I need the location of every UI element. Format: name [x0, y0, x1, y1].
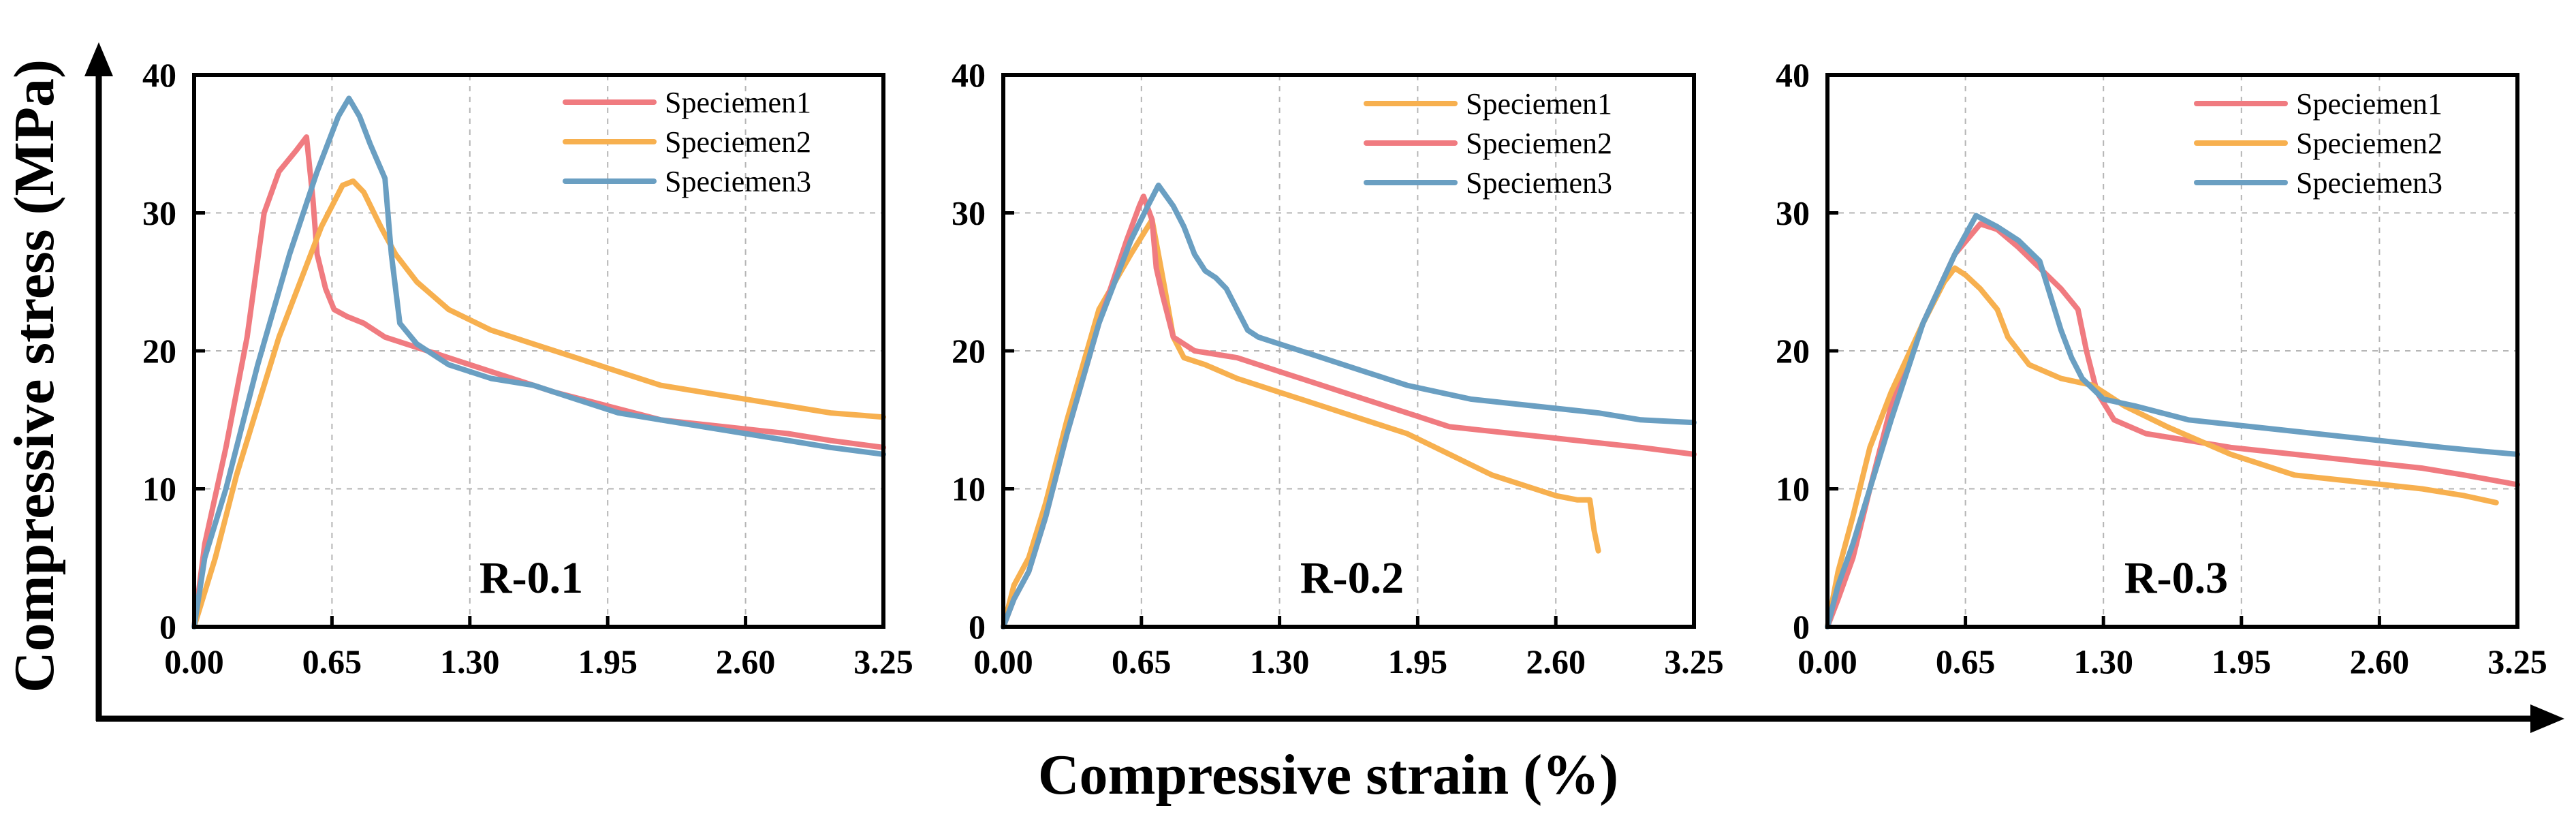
y-tick-label: 0	[1793, 608, 1810, 646]
x-tick-label: 3.25	[853, 642, 913, 681]
x-tick-label: 3.25	[2487, 642, 2547, 681]
series-line-speciemen3	[1825, 213, 2520, 629]
series-line-speciemen3	[191, 95, 886, 629]
legend-label: Speciemen1	[665, 86, 811, 119]
series-line-speciemen1	[1001, 217, 1601, 629]
legend-label: Speciemen3	[1466, 166, 1612, 200]
y-axis-title: Compressive stress (MPa)	[3, 59, 66, 693]
y-tick-label: 20	[1776, 332, 1810, 370]
panel-label: R-0.1	[480, 553, 583, 603]
x-tick-label: 1.95	[578, 642, 638, 681]
y-tick-label: 30	[1776, 194, 1810, 232]
x-tick-label: 2.60	[1526, 642, 1586, 681]
legend-label: Speciemen3	[2296, 166, 2443, 200]
y-tick-label: 20	[142, 332, 176, 370]
x-tick-label: 1.95	[1388, 642, 1448, 681]
y-tick-label: 0	[969, 608, 986, 646]
y-tick-label: 40	[142, 56, 176, 94]
legend: Speciemen1 Speciemen2 Speciemen3	[2194, 87, 2443, 200]
x-tick-label: 1.95	[2212, 642, 2272, 681]
x-tick-label: 0.00	[164, 642, 224, 681]
x-tick-label: 1.30	[2073, 642, 2133, 681]
legend: Speciemen1 Speciemen2 Speciemen3	[1364, 87, 1612, 200]
y-tick-label: 40	[952, 56, 986, 94]
panel-label: R-0.3	[2124, 553, 2228, 603]
global-y-arrowhead-icon	[84, 42, 113, 76]
legend: Speciemen1 Speciemen2 Speciemen3	[563, 86, 811, 198]
y-tick-label: 0	[159, 608, 176, 646]
y-tick-label: 20	[952, 332, 986, 370]
series-line-speciemen1	[1825, 221, 2520, 629]
panel-label: R-0.2	[1300, 553, 1404, 603]
series-line-speciemen2	[1825, 265, 2499, 629]
y-tick-label: 10	[952, 470, 986, 508]
x-tick-label: 0.00	[1797, 642, 1857, 681]
series-line-speciemen3	[1001, 183, 1697, 629]
x-tick-label: 0.00	[973, 642, 1033, 681]
y-tick-label: 10	[1776, 470, 1810, 508]
y-tick-label: 10	[142, 470, 176, 508]
x-tick-label: 3.25	[1664, 642, 1724, 681]
legend-label: Speciemen1	[2296, 87, 2443, 121]
y-tick-label: 30	[952, 194, 986, 232]
legend-label: Speciemen3	[665, 165, 811, 198]
x-tick-label: 1.30	[1250, 642, 1310, 681]
panel-r-0-2: 0.00 0.65 1.30 1.95 2.60 3.25 0 10 20 30 40 Speciem…	[952, 56, 1724, 681]
x-tick-label: 1.30	[440, 642, 500, 681]
x-tick-label: 0.65	[1936, 642, 1996, 681]
panel-r-0-1: 0.00 0.65 1.30 1.95 2.60 3.25 0 10 20 30 40 Speciem…	[142, 56, 913, 681]
panel-r-0-3: 0.00 0.65 1.30 1.95 2.60 3.25 0 10 20 30 40 Speciem…	[1776, 56, 2547, 681]
x-tick-label: 0.65	[302, 642, 362, 681]
global-x-arrowhead-icon	[2530, 704, 2564, 733]
legend-label: Speciemen2	[2296, 127, 2443, 160]
x-tick-label: 2.60	[716, 642, 776, 681]
legend-label: Speciemen2	[1466, 127, 1612, 160]
y-tick-label: 30	[142, 194, 176, 232]
legend-label: Speciemen1	[1466, 87, 1612, 121]
y-tick-label: 40	[1776, 56, 1810, 94]
legend-label: Speciemen2	[665, 125, 811, 159]
x-tick-label: 2.60	[2350, 642, 2410, 681]
x-tick-label: 0.65	[1112, 642, 1172, 681]
x-axis-title: Compressive strain (%)	[1038, 743, 1618, 807]
series-line-speciemen2	[191, 178, 886, 629]
